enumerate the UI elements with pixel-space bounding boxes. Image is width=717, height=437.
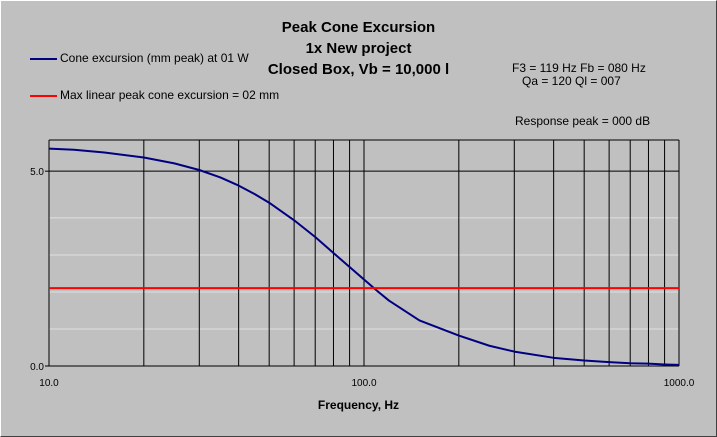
x-axis-label: Frequency, Hz: [317, 398, 400, 412]
x-tick-label: 1000.0: [664, 378, 695, 389]
legend-label-excursion: Cone excursion (mm peak) at 01 W: [60, 51, 249, 65]
legend-swatch-max-linear: [30, 94, 57, 97]
x-tick-label: 10.0: [39, 378, 59, 389]
chart-title-line-3: Closed Box, Vb = 10,000 l: [267, 61, 450, 78]
param-f3-fb: F3 = 119 Hz Fb = 080 Hz: [512, 61, 646, 75]
series-line-cone-excursion: [48, 147, 680, 366]
chart-title-line-1: Peak Cone Excursion: [281, 19, 436, 36]
legend-swatch-excursion: [30, 57, 57, 60]
y-tick-label: 0.0: [30, 362, 44, 373]
legend-entry-excursion: Cone excursion (mm peak) at 01 W: [30, 51, 249, 65]
param-response-peak: Response peak = 000 dB: [515, 114, 651, 128]
legend-label-max-linear: Max linear peak cone excursion = 02 mm: [60, 88, 280, 102]
legend-entry-max-linear: Max linear peak cone excursion = 02 mm: [30, 88, 279, 102]
param-qa-ql: Qa = 120 Ql = 007: [522, 74, 621, 88]
y-tick-label: 5.0: [30, 167, 44, 178]
x-tick-label: 100.0: [351, 378, 376, 389]
chart-title-line-2: 1x New project: [305, 40, 412, 57]
